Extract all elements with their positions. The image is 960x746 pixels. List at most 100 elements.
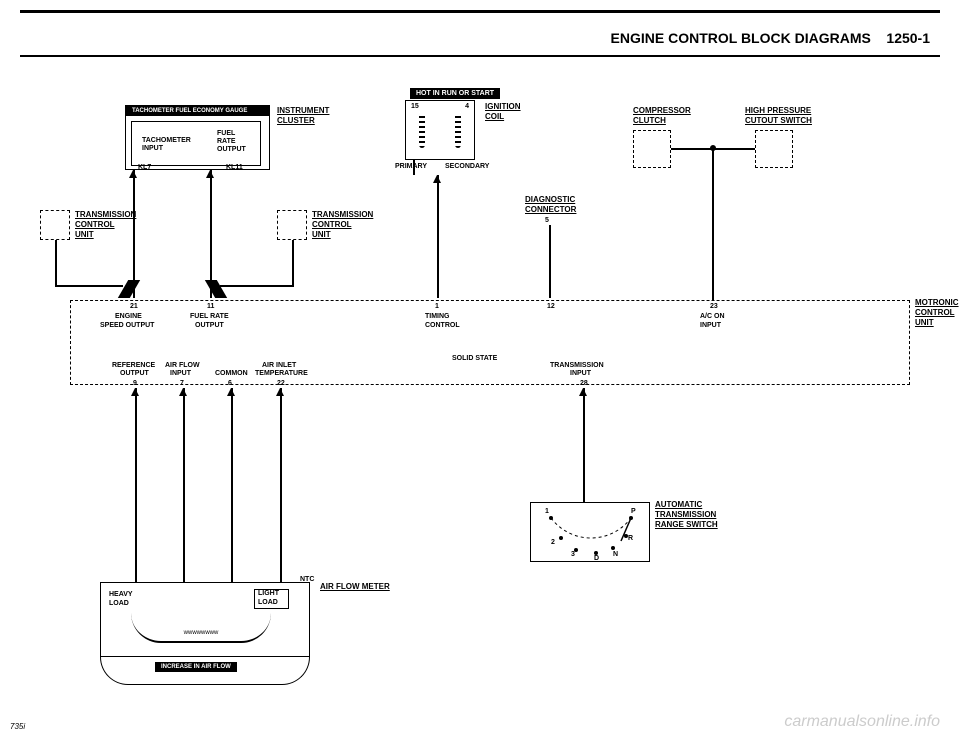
- rs-1: 1: [545, 508, 549, 515]
- watermark: carmanualsonline.info: [784, 713, 940, 731]
- tach-sub2b: RATE: [217, 138, 236, 145]
- tcu2-l3: UNIT: [312, 230, 331, 239]
- ign-l1: IGNITION: [485, 102, 521, 111]
- vb-28: [583, 388, 585, 503]
- ign-p1: 15: [411, 103, 419, 110]
- tach-sub1a: TACHOMETER: [142, 137, 191, 144]
- comp-box: [633, 130, 671, 168]
- header-title: ENGINE CONTROL BLOCK DIAGRAMS: [611, 30, 871, 46]
- mb-9-pin: 9: [133, 380, 137, 387]
- afm-box: HEAVY LOAD LIGHT LOAD wwwwwwww: [100, 582, 310, 657]
- vb-22: [280, 388, 282, 583]
- mb-7-l1: AIR FLOW: [165, 362, 200, 369]
- diag-l1: DIAGNOSTIC: [525, 195, 575, 204]
- mb-22-pin: 22: [277, 380, 285, 387]
- header-rule-bottom: [20, 55, 940, 57]
- mb-7-pin: 7: [180, 380, 184, 387]
- tach-sub2c: OUTPUT: [217, 146, 246, 153]
- motronic-l2: CONTROL: [915, 308, 955, 317]
- vl-tcu1: [55, 240, 57, 285]
- mt-pin-21-l1: ENGINE: [115, 313, 142, 320]
- vb-9: [135, 388, 137, 583]
- hl-tcu1: [55, 285, 123, 287]
- instrument-l1: INSTRUMENT: [277, 106, 329, 115]
- mb-22-l1: AIR INLET: [262, 362, 296, 369]
- rs-R: R: [628, 535, 633, 542]
- mt-pin-21: 21: [130, 303, 138, 310]
- ign-pri-leg: [413, 160, 415, 175]
- tcu2-l2: CONTROL: [312, 220, 352, 229]
- comp-l1: COMPRESSOR: [633, 106, 691, 115]
- afm-ntc: NTC: [300, 576, 314, 583]
- tcu2-box: [277, 210, 307, 240]
- afm-heavy: HEAVY: [109, 591, 133, 598]
- mb-9-l1: REFERENCE: [112, 362, 155, 369]
- mb-28-l1: TRANSMISSION: [550, 362, 604, 369]
- hot-in-run-label: HOT IN RUN OR START: [410, 88, 500, 99]
- hl-tcu2: [220, 285, 294, 287]
- header-rule-top: [20, 10, 940, 13]
- diag-pin: 5: [545, 217, 549, 224]
- mb-9-l2: OUTPUT: [120, 370, 149, 377]
- merge2: [205, 280, 227, 298]
- coil-secondary-icon: [452, 113, 464, 148]
- arr-ign: [433, 175, 441, 183]
- arr-11: [206, 170, 214, 178]
- vl-21: [133, 170, 135, 298]
- mb-6-l2: COMMON: [215, 370, 248, 377]
- range-l3: RANGE SWITCH: [655, 520, 718, 529]
- mt-pin-1-l2: CONTROL: [425, 322, 460, 329]
- tach-pin1: KL7: [138, 164, 151, 171]
- motronic-l1: MOTRONIC: [915, 298, 959, 307]
- afm-light-box: LIGHT LOAD: [254, 589, 289, 609]
- mb-22-l2: TEMPERATURE: [255, 370, 308, 377]
- range-l2: TRANSMISSION: [655, 510, 716, 519]
- vl-11: [210, 170, 212, 298]
- rs-N: N: [613, 551, 618, 558]
- rs-P: P: [631, 508, 636, 515]
- vb-6: [231, 388, 233, 583]
- mt-pin-11-l1: FUEL RATE: [190, 313, 229, 320]
- diag-l2: CONNECTOR: [525, 205, 576, 214]
- ignition-coil-box: 15 4: [405, 100, 475, 160]
- tach-sub1b: INPUT: [142, 145, 163, 152]
- ign-l2: COIL: [485, 112, 504, 121]
- arr-b9: [131, 388, 139, 396]
- mt-pin-12: 12: [547, 303, 555, 310]
- tach-inner: TACHOMETER INPUT FUEL RATE OUTPUT: [131, 121, 261, 166]
- vl-ign: [437, 175, 439, 298]
- mb-7-l2: INPUT: [170, 370, 191, 377]
- mt-pin-23-l2: INPUT: [700, 322, 721, 329]
- cutout-l1: HIGH PRESSURE: [745, 106, 811, 115]
- mt-pin-11: 11: [207, 303, 214, 310]
- rs-3: 3: [571, 551, 575, 558]
- tcu2-l1: TRANSMISSION: [312, 210, 373, 219]
- tach-sub2a: FUEL: [217, 130, 235, 137]
- vl-tcu2: [292, 240, 294, 285]
- rs-2: 2: [551, 539, 555, 546]
- motronic-l3: UNIT: [915, 318, 934, 327]
- afm-bottom-curve: [100, 657, 310, 685]
- mt-pin-21-l2: SPEED OUTPUT: [100, 322, 154, 329]
- mt-pin-11-l2: OUTPUT: [195, 322, 224, 329]
- header-pagenum: 1250-1: [886, 30, 930, 46]
- page-header: ENGINE CONTROL BLOCK DIAGRAMS 1250-1: [611, 30, 930, 46]
- afm-label: AIR FLOW METER: [320, 582, 390, 591]
- ign-primary: PRIMARY: [395, 163, 427, 170]
- coil-primary-icon: [416, 113, 428, 148]
- tach-title: TACHOMETER FUEL ECONOMY GAUGE: [126, 106, 269, 116]
- mt-pin-1: 1: [435, 303, 439, 310]
- vl-diag: [549, 225, 551, 298]
- merge1: [118, 280, 140, 298]
- afm-light: LIGHT: [258, 590, 279, 597]
- mb-6-pin: 6: [228, 380, 232, 387]
- tcu1-l3: UNIT: [75, 230, 94, 239]
- afm-curve: [131, 613, 271, 643]
- tcu1-l1: TRANSMISSION: [75, 210, 136, 219]
- afm-load: LOAD: [109, 600, 129, 607]
- range-l1: AUTOMATIC: [655, 500, 702, 509]
- arr-b22: [276, 388, 284, 396]
- mt-pin-23: 23: [710, 303, 718, 310]
- tach-pin2: KL11: [226, 164, 243, 171]
- footer-model: 735i: [10, 722, 25, 731]
